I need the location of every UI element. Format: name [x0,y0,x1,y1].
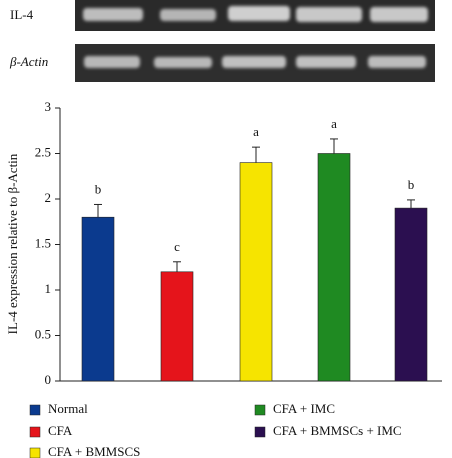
bar [160,271,194,382]
gel-label: β-Actin [9,54,48,69]
legend-label: Normal [48,401,88,416]
legend-label: CFA + BMMSCs + IMC [273,423,402,438]
y-tick-label: 2.5 [35,144,51,159]
legend-swatch [254,426,266,438]
gel-actin [75,44,435,82]
legend-swatch [29,404,41,416]
legend-swatch [29,426,41,438]
legend-label: CFA + IMC [273,401,335,416]
y-tick-label: 0.5 [35,326,51,341]
y-tick-label: 0 [45,372,52,387]
annotation: b [408,177,415,192]
annotation: c [174,239,180,254]
annotation: a [331,116,337,131]
legend-label: CFA [48,423,73,438]
y-axis-label: IL-4 expression relative to β-Actin [5,153,20,334]
bar [239,162,273,382]
bar [317,153,351,382]
legend-swatch [29,447,41,458]
gel-label: IL-4 [10,7,34,22]
annotation: b [95,181,102,196]
legend-swatch [254,404,266,416]
y-tick-label: 1 [45,281,52,296]
annotation: a [253,124,259,139]
gel-il4 [75,0,435,31]
bar [394,207,428,382]
bar [81,216,115,382]
legend-label: CFA + BMMSCS [48,444,140,458]
y-tick-label: 3 [45,99,52,114]
y-tick-label: 1.5 [35,235,51,250]
y-tick-label: 2 [45,190,52,205]
